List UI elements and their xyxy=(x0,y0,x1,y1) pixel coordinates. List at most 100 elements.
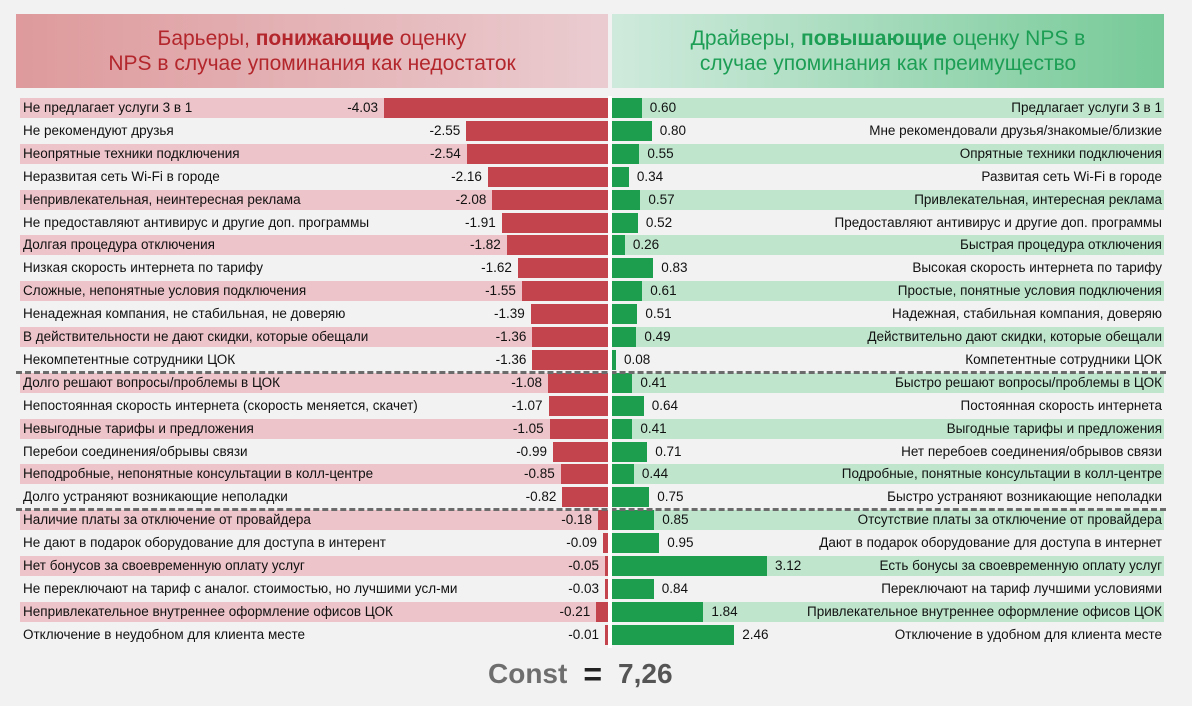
driver-label: Быстро устраняют возникающие неполадки xyxy=(887,489,1162,505)
driver-bar xyxy=(612,464,634,485)
barrier-value: -0.09 xyxy=(566,535,597,551)
driver-label: Привлекательное внутреннее оформление оф… xyxy=(807,603,1162,619)
driver-value: 0.85 xyxy=(662,512,689,528)
driver-row-bg xyxy=(612,464,1164,485)
barrier-value: -0.18 xyxy=(561,512,592,528)
barrier-label: Перебои соединения/обрывы связи xyxy=(23,443,248,459)
driver-label: Надежная, стабильная компания, доверяю xyxy=(892,306,1162,322)
barrier-row-bg xyxy=(20,189,608,210)
driver-bar xyxy=(612,556,767,576)
barrier-bar xyxy=(548,395,608,416)
driver-bar xyxy=(612,281,643,302)
barrier-label: Ненадежная компания, не стабильная, не д… xyxy=(23,306,346,322)
barrier-bar xyxy=(560,464,608,485)
driver-label: Нет перебоев соединения/обрывов связи xyxy=(901,443,1162,459)
chart-center-axis xyxy=(608,96,612,648)
barrier-label: Невыгодные тарифы и предложения xyxy=(23,420,254,436)
driver-bar xyxy=(612,624,735,645)
barrier-bar xyxy=(384,98,608,118)
barrier-label: Не переключают на тариф с аналог. стоимо… xyxy=(23,580,458,596)
const-formula: Const = 7,26 xyxy=(488,654,673,694)
barrier-label: Долго решают вопросы/проблемы в ЦОК xyxy=(23,374,280,390)
driver-label: Привлекательная, интересная реклама xyxy=(914,191,1162,207)
drivers-header: Драйверы, повышающие оценку NPS в случае… xyxy=(612,14,1164,88)
barrier-label: Не предоставляют антивирус и другие доп.… xyxy=(23,214,370,230)
driver-value: 0.41 xyxy=(640,420,667,436)
driver-row-bg xyxy=(612,418,1164,439)
barrier-value: -0.21 xyxy=(559,603,591,619)
barrier-row-bg xyxy=(20,464,608,485)
driver-value: 0.44 xyxy=(641,466,669,482)
barrier-bar xyxy=(597,510,608,531)
barrier-bar xyxy=(521,281,608,302)
const-label: Const xyxy=(488,658,568,689)
barrier-row-bg xyxy=(20,143,608,164)
driver-value: 0.95 xyxy=(667,535,694,551)
barrier-label: Неразвитая сеть Wi-Fi в городе xyxy=(23,168,220,184)
barrier-value: -1.07 xyxy=(511,397,543,413)
barrier-label: Отключение в неудобном для клиента месте xyxy=(23,626,306,642)
driver-row-bg xyxy=(612,510,1164,531)
barrier-value: -0.05 xyxy=(568,558,599,573)
driver-label: Подробные, понятные консультации в колл-… xyxy=(841,466,1162,482)
driver-label: Предоставляют антивирус и другие доп. пр… xyxy=(834,214,1163,230)
barrier-label: Неподробные, непонятные консультации в к… xyxy=(23,466,374,482)
barrier-value: -2.54 xyxy=(430,145,461,161)
barrier-value: -2.08 xyxy=(455,191,487,207)
barrier-bar xyxy=(487,166,608,187)
barrier-value: -1.05 xyxy=(512,420,544,436)
driver-row-bg xyxy=(612,327,1164,347)
barrier-value: -1.39 xyxy=(493,306,525,322)
barrier-value: -1.62 xyxy=(481,260,512,276)
barrier-bar xyxy=(602,533,608,554)
barrier-bar xyxy=(530,304,608,325)
driver-label: Постоянная скорость интернета xyxy=(960,397,1162,413)
barrier-label: Сложные, непонятные условия подключения xyxy=(23,283,307,299)
barriers-header-line1: Барьеры, понижающие оценку xyxy=(157,27,467,50)
driver-bar xyxy=(612,510,655,531)
driver-label: Переключают на тариф лучшими условиями xyxy=(881,580,1162,596)
barrier-value: -1.36 xyxy=(495,329,527,344)
driver-bar xyxy=(612,349,616,370)
barrier-value: -4.03 xyxy=(347,100,378,115)
driver-label: Выгодные тарифы и предложения xyxy=(946,420,1162,436)
driver-value: 0.55 xyxy=(647,145,674,161)
driver-label: Высокая скорость интернета по тарифу xyxy=(912,260,1162,276)
barrier-bar xyxy=(501,212,608,233)
barrier-label: Непривлекательное внутреннее оформление … xyxy=(23,603,393,619)
barrier-label: Наличие платы за отключение от провайдер… xyxy=(23,512,311,528)
driver-value: 2.46 xyxy=(742,626,769,642)
driver-bar xyxy=(612,304,638,325)
drivers-header-bold: повышающие xyxy=(801,27,947,50)
driver-value: 0.61 xyxy=(650,283,677,299)
barrier-value: -0.82 xyxy=(525,489,557,505)
driver-bar xyxy=(612,441,648,462)
driver-value: 3.12 xyxy=(775,558,802,573)
barrier-value: -0.85 xyxy=(523,466,555,482)
driver-label: Быстрая процедура отключения xyxy=(960,237,1162,253)
drivers-header-line1: Драйверы, повышающие оценку NPS в xyxy=(690,27,1086,50)
barrier-bar xyxy=(532,327,608,347)
barrier-value: -1.08 xyxy=(511,374,542,390)
barrier-label: Непостоянная скорость интернета (скорост… xyxy=(23,397,418,413)
barrier-row-bg xyxy=(20,510,608,531)
barrier-label: Неопрятные техники подключения xyxy=(23,145,240,161)
barrier-row-bg xyxy=(20,556,608,576)
driver-bar xyxy=(612,487,650,508)
driver-label: Опрятные техники подключения xyxy=(959,145,1162,161)
driver-value: 0.49 xyxy=(644,329,671,344)
barrier-value: -2.16 xyxy=(451,168,482,184)
driver-label: Простые, понятные условия подключения xyxy=(897,283,1162,299)
barrier-row-bg xyxy=(20,372,608,393)
driver-bar xyxy=(612,189,641,210)
driver-bar xyxy=(612,418,633,439)
barrier-row-bg xyxy=(20,418,608,439)
drivers-header-line2: случае упоминания как преимущество xyxy=(699,52,1077,75)
const-equals: = xyxy=(583,655,603,692)
driver-value: 0.08 xyxy=(623,351,651,367)
driver-value: 0.34 xyxy=(636,168,664,184)
driver-label: Отключение в удобном для клиента месте xyxy=(894,626,1162,642)
driver-bar xyxy=(612,578,654,599)
barriers-header: Барьеры, понижающие оценку NPS в случае … xyxy=(16,14,608,88)
barrier-label: Низкая скорость интернета по тарифу xyxy=(23,260,264,276)
